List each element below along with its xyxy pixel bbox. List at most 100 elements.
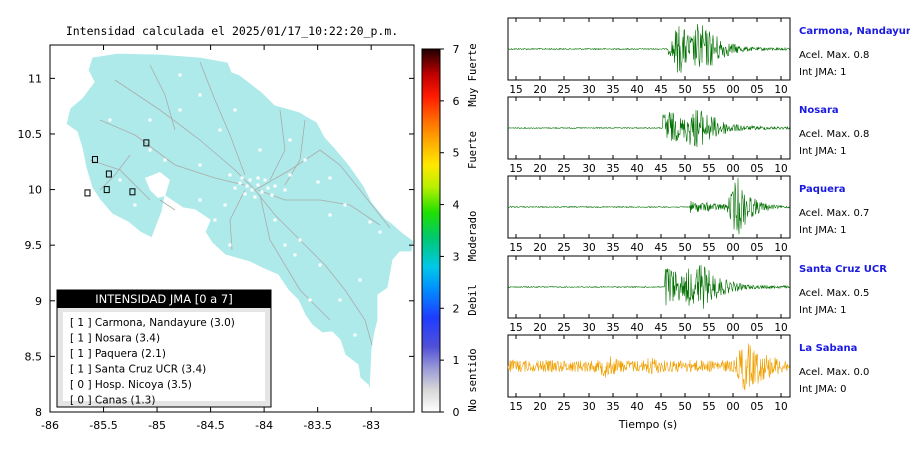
town-marker	[148, 118, 152, 122]
waveform-trace	[507, 109, 790, 148]
waveform-tick-label: 10	[774, 163, 787, 175]
map-y-tick-label: 9	[35, 295, 42, 308]
station-marker	[103, 186, 110, 194]
waveform-tick-label: 55	[702, 322, 715, 334]
town-marker	[353, 333, 357, 337]
waveform-tick-label: 35	[606, 401, 619, 413]
road	[254, 149, 391, 229]
town-marker	[316, 180, 320, 184]
waveform-tick-label: 50	[678, 322, 691, 334]
colorbar-tick-label: 6	[453, 95, 460, 108]
waveform-tick-label: 25	[557, 84, 570, 96]
colorbar-tick-label: 2	[453, 302, 460, 315]
waveform-xlabel: Tiempo (s)	[618, 418, 677, 431]
station-name: Paquera	[799, 184, 846, 195]
waveform-tick-label: 15	[509, 242, 522, 254]
town-marker	[328, 213, 332, 217]
town-marker	[108, 118, 112, 122]
station-name: Carmona, Nandayure	[799, 26, 910, 37]
waveform-panel: 15 20 25 30 35 40 45 50 55 00 05 10 La Sabana Acel. M…	[507, 334, 869, 413]
town-marker	[263, 178, 267, 182]
town-marker	[328, 176, 332, 180]
station-marker	[84, 189, 91, 197]
waveform-tick-label: 05	[750, 401, 763, 413]
waveform-tick-label: 50	[678, 401, 691, 413]
station-acceleration: Acel. Max. 0.0	[799, 367, 869, 378]
road	[159, 199, 176, 211]
town-marker	[273, 218, 277, 222]
town-marker	[308, 298, 312, 302]
town-marker	[248, 178, 252, 182]
waveform-tick-label: 50	[678, 242, 691, 254]
waveform-tick-label: 05	[750, 242, 763, 254]
colorbar-level-label: No sentido	[467, 348, 479, 411]
town-marker	[178, 108, 182, 112]
town-marker	[218, 128, 222, 132]
town-marker	[228, 243, 232, 247]
station-intensity: Int JMA: 1	[799, 225, 847, 236]
map-y-tick-label: 8	[35, 406, 42, 419]
town-marker	[258, 148, 262, 152]
road	[99, 154, 131, 191]
waveform-tick-label: 00	[726, 84, 739, 96]
town-marker	[238, 181, 242, 185]
costa-rica-landmass	[65, 52, 415, 411]
waveform-tick-label: 35	[606, 242, 619, 254]
legend-entry: [ 1 ] Paquera (2.1)	[70, 348, 166, 360]
town-marker	[213, 218, 217, 222]
waveform-tick-label: 00	[726, 322, 739, 334]
map-x-tick-label: -86	[41, 419, 59, 432]
road	[229, 189, 246, 251]
colorbar-ticks: 7 6 5 4 3 2 1 0	[440, 43, 460, 419]
road	[199, 61, 246, 176]
road	[89, 159, 151, 201]
waveform-tick-label: 05	[750, 163, 763, 175]
town-marker	[243, 192, 247, 196]
station-name: Nosara	[799, 105, 839, 116]
waveform-tick-label: 25	[557, 163, 570, 175]
waveform-tick-label: 45	[654, 322, 667, 334]
station-marker	[105, 170, 112, 178]
town-marker	[343, 203, 347, 207]
legend-entry: [ 1 ] Carmona, Nandayure (3.0)	[70, 317, 235, 329]
waveform-tick-label: 30	[582, 322, 595, 334]
waveform-panel: 15 20 25 30 35 40 45 50 55 00 05 10 Carmona, Nandayu…	[507, 17, 910, 96]
waveform-tick-label: 15	[509, 84, 522, 96]
legend-inner	[63, 312, 265, 401]
station-acceleration: Acel. Max. 0.8	[799, 129, 869, 140]
legend-entries: [ 1 ] Carmona, Nandayure (3.0) [ 1 ] Nosa…	[70, 317, 235, 407]
map-y-tick-label: 8.5	[25, 350, 43, 363]
waveform-trace	[507, 23, 790, 73]
map-title: Intensidad calculada el 2025/01/17_10:22…	[66, 24, 398, 38]
waveform-tick-label: 50	[678, 84, 691, 96]
colorbar-tick-label: 0	[453, 406, 460, 419]
waveform-tick-label: 20	[533, 84, 546, 96]
waveform-tick-label: 20	[533, 401, 546, 413]
legend-title-bar	[57, 290, 271, 308]
map-x-tick-label: -84.5	[196, 419, 224, 432]
waveform-tick-label: 55	[702, 242, 715, 254]
waveform-tick-label: 35	[606, 163, 619, 175]
town-marker	[288, 138, 292, 142]
town-marker	[373, 343, 377, 347]
road	[99, 119, 249, 187]
map-frame	[49, 44, 415, 413]
colorbar-labels: Muy Fuerte Fuerte Moderado Debil No sentido	[467, 43, 479, 411]
legend-entry: [ 0 ] Hosp. Nicoya (3.5)	[70, 379, 192, 391]
waveform-panel: 15 20 25 30 35 40 45 50 55 00 05 10 Santa Cruz UCR Ac…	[507, 255, 887, 334]
colorbar-tick-label: 3	[453, 250, 460, 263]
station-name: Santa Cruz UCR	[799, 264, 887, 275]
station-intensity: Int JMA: 1	[799, 305, 847, 316]
waveform-panel: 15 20 25 30 35 40 45 50 55 00 05 10 Paquera Acel. Max…	[507, 175, 869, 254]
colorbar-level-label: Debil	[467, 284, 479, 316]
legend-entry: [ 1 ] Santa Cruz UCR (3.4)	[70, 364, 206, 376]
waveform-tick-label: 45	[654, 163, 667, 175]
waveform-trace	[507, 264, 790, 309]
town-marker	[298, 238, 302, 242]
station-marker	[91, 156, 98, 164]
map-x-axis: -86 -85.5 -85 -84.5 -84 -83.5 -83	[41, 45, 380, 432]
waveform-tick-label: 40	[630, 242, 643, 254]
station-acceleration: Acel. Max. 0.8	[799, 50, 869, 61]
waveform-tick-label: 50	[678, 163, 691, 175]
